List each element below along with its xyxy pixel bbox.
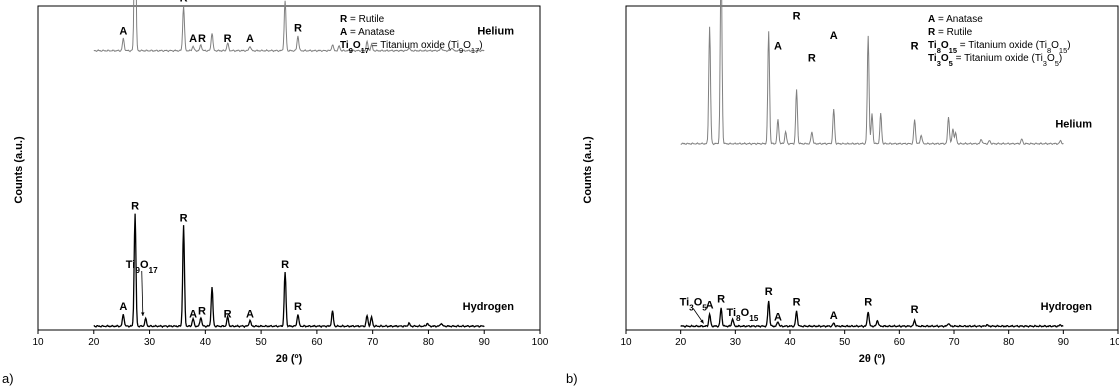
peak-label: A xyxy=(189,309,197,321)
x-tick-label: 20 xyxy=(88,337,100,348)
peak-label: R xyxy=(224,33,232,45)
series-helium: HeliumARRARRARR xyxy=(680,0,1092,146)
peak-label: R xyxy=(131,201,139,213)
panel-label: a) xyxy=(2,371,14,386)
peak-label: A xyxy=(706,300,714,312)
peak-label: A xyxy=(774,312,782,324)
x-tick-label: 70 xyxy=(367,337,379,348)
series-line-helium xyxy=(93,0,485,53)
annotation-arrowhead xyxy=(141,312,145,316)
x-tick-label: 90 xyxy=(479,337,491,348)
peak-label: R xyxy=(864,297,872,309)
series-line-hydrogen xyxy=(93,213,485,329)
x-tick-label: 80 xyxy=(1003,337,1015,348)
x-tick-label: 30 xyxy=(144,337,156,348)
x-tick-label: 30 xyxy=(730,337,742,348)
peak-label: R xyxy=(180,0,188,5)
peak-label: R xyxy=(224,309,232,321)
x-tick-label: 20 xyxy=(675,337,687,348)
x-tick-label: 50 xyxy=(839,337,851,348)
legend-entry: Ti8O15 = Titanium oxide (Ti8O15) xyxy=(928,40,1071,55)
legend-entry: Ti3O5 = Titanium oxide (Ti3O5) xyxy=(928,53,1062,68)
annotation-arrowhead xyxy=(700,319,704,324)
plot-frame xyxy=(37,5,541,331)
legend-entry: A = Anatase xyxy=(928,14,983,25)
x-tick-label: 40 xyxy=(200,337,212,348)
peak-label: R xyxy=(198,33,206,45)
phase-annotation: Ti9O17 xyxy=(126,259,158,275)
peak-label: A xyxy=(830,310,838,322)
series-helium: HeliumARRARRARR xyxy=(93,0,514,53)
x-tick-label: 100 xyxy=(532,337,549,348)
legend-entry: R = Rutile xyxy=(340,14,385,25)
peak-label: A xyxy=(189,33,197,45)
legend: R = Rutile A = Anatase Ti9O17 = Titanium o… xyxy=(340,14,483,55)
peak-label: R xyxy=(294,23,302,35)
x-tick-label: 70 xyxy=(948,337,960,348)
peak-label: R xyxy=(793,297,801,309)
x-tick-label: 60 xyxy=(894,337,906,348)
peak-label: R xyxy=(198,306,206,318)
y-axis-label: Counts (a.u.) xyxy=(582,136,594,204)
x-tick-label: 80 xyxy=(423,337,435,348)
legend-entry: Ti9O17 = Titanium oxide (Ti9O17) xyxy=(340,40,483,55)
x-axis-label: 2θ (º) xyxy=(859,353,886,365)
series-name-label: Helium xyxy=(477,26,514,38)
x-tick-label: 10 xyxy=(620,337,632,348)
y-axis-label: Counts (a.u.) xyxy=(13,136,25,204)
series-line-hydrogen xyxy=(680,300,1064,329)
plot-frame xyxy=(625,5,1119,331)
x-tick-label: 100 xyxy=(1110,337,1119,348)
peak-label: R xyxy=(793,11,801,23)
x-tick-label: 50 xyxy=(256,337,268,348)
peak-label: A xyxy=(774,41,782,53)
panel-label: b) xyxy=(566,371,578,386)
peak-label: R xyxy=(808,53,816,65)
peak-label: A xyxy=(119,26,127,38)
series-name-label: Hydrogen xyxy=(463,301,515,313)
x-tick-label: 60 xyxy=(311,337,323,348)
series-name-label: Helium xyxy=(1055,119,1092,131)
x-axis-label: 2θ (º) xyxy=(276,353,303,365)
chart-panel-b: 10 20 30 40 50 60 70 80 90 100 2θ (º) Counts (a.u.)… xyxy=(566,0,1119,386)
phase-annotation: Ti8O15 xyxy=(726,307,758,323)
peak-label: R xyxy=(281,259,289,271)
peak-label: R xyxy=(911,41,919,53)
peak-label: R xyxy=(294,301,302,313)
x-tick-label: 10 xyxy=(32,337,44,348)
x-tick-label: 90 xyxy=(1058,337,1070,348)
series-name-label: Hydrogen xyxy=(1041,301,1093,313)
peak-label: R xyxy=(765,286,773,298)
peak-label: A xyxy=(246,33,254,45)
legend: A = Anatase R = Rutile Ti8O15 = Titanium o… xyxy=(928,14,1071,68)
phase-annotation: Ti3O5 xyxy=(680,297,708,313)
peak-label: R xyxy=(717,294,725,306)
legend-entry: R = Rutile xyxy=(928,27,973,38)
series-line-helium xyxy=(680,0,1064,146)
annotation-arrow xyxy=(141,270,144,317)
legend-entry: A = Anatase xyxy=(340,27,395,38)
peak-label: A xyxy=(119,301,127,313)
peak-label: R xyxy=(911,304,919,316)
chart-panel-a: 10 20 30 40 50 60 70 80 90 100 2θ (º) Counts (a.u.)… xyxy=(2,0,549,386)
peak-label: A xyxy=(246,309,254,321)
peak-label: R xyxy=(180,213,188,225)
peak-label: A xyxy=(830,30,838,42)
x-tick-label: 40 xyxy=(784,337,796,348)
